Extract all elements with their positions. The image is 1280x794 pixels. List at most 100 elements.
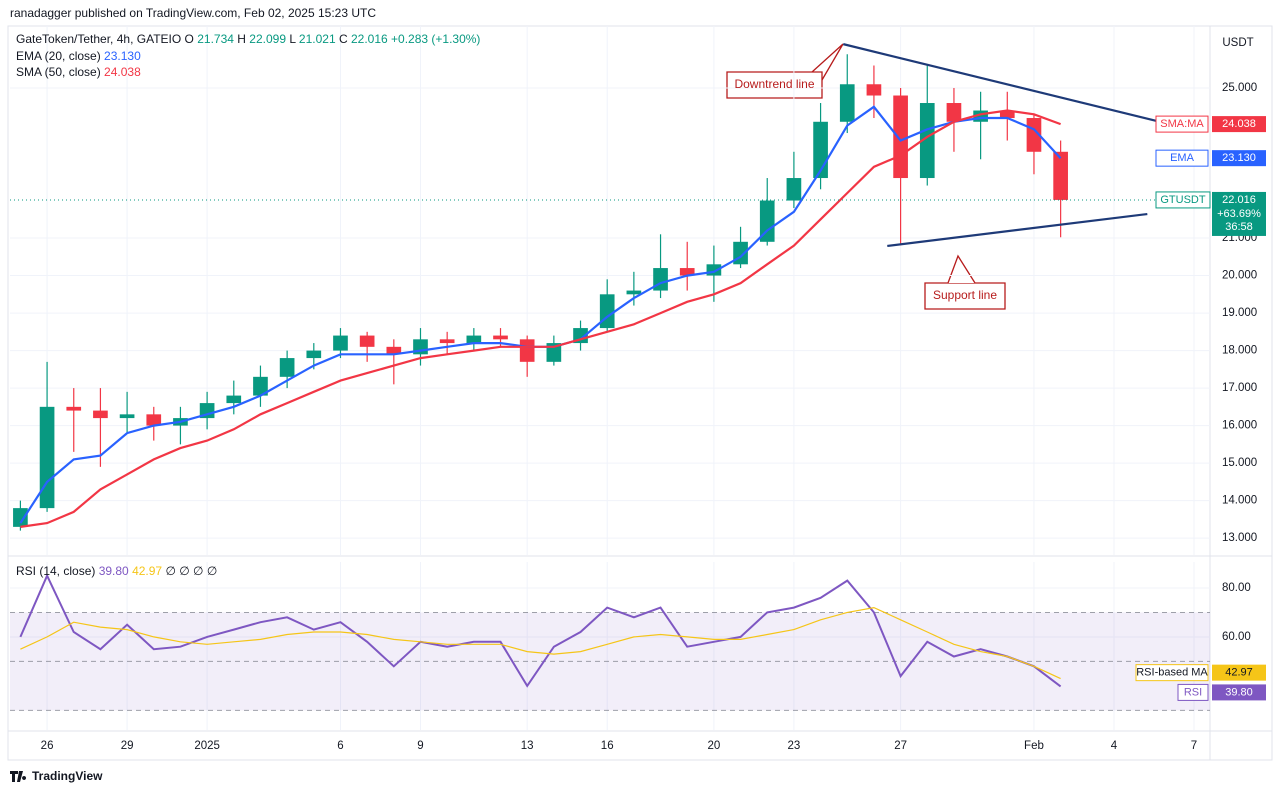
legend-line: SMA (50, close) 24.038: [16, 65, 141, 79]
price-tag-bg: [1212, 191, 1266, 236]
candle-body: [973, 110, 988, 122]
ohlc-value: 21.021: [299, 32, 336, 46]
price-tag-value: 22.016: [1222, 194, 1256, 206]
candle-body: [679, 268, 695, 276]
symbol-title: GateToken/Tether, 4h, GATEIO: [16, 32, 181, 46]
brand-name: TradingView: [32, 769, 103, 783]
callout-box: [924, 282, 1006, 310]
candle-body: [119, 414, 135, 419]
y-tick-label: 20.000: [1222, 270, 1257, 282]
axis-tag-value-bg: [1212, 150, 1266, 167]
axis-tag-value-bg: [1212, 664, 1266, 681]
x-tick-label: 6: [337, 740, 343, 752]
price-tag-change: +63.69%: [1217, 208, 1261, 220]
candle-body: [279, 358, 295, 377]
axis-tag-name-bg: [1155, 115, 1209, 133]
candle-body: [706, 264, 722, 276]
callout-text: Support line: [933, 288, 997, 302]
candle-body: [1053, 151, 1068, 200]
candle-body: [919, 103, 935, 179]
candle-body: [226, 395, 242, 404]
y-tick-label: 60.00: [1222, 631, 1251, 643]
candle-body: [599, 294, 615, 329]
candle-body: [333, 335, 348, 351]
axis-tag-name: SMA:MA: [1160, 118, 1204, 130]
indicator-value: 39.80: [99, 564, 129, 578]
moving-average-line: [20, 109, 1061, 528]
candle-body: [466, 335, 482, 344]
candle-body: [893, 95, 908, 179]
candle-body: [93, 410, 108, 419]
brand-logo: [10, 771, 27, 782]
y-tick-label: 25.000: [1222, 82, 1257, 94]
axis-tag-value: 42.97: [1225, 667, 1253, 679]
callout-pointer: [811, 43, 844, 81]
published-note: ranadagger published on TradingView.com,…: [10, 6, 376, 20]
callouts: [726, 43, 1006, 310]
x-tick-label: 26: [41, 740, 54, 752]
indicator-line: [20, 606, 1061, 680]
ohlc-value: 22.016: [351, 32, 388, 46]
legend-line: GateToken/Tether, 4h, GATEIO O 21.734 H …: [16, 32, 480, 46]
axis-tag-name: RSI-based MA: [1136, 667, 1208, 679]
axis-tag-value: 23.130: [1222, 152, 1256, 164]
axis-tag-name-bg: [1155, 149, 1209, 167]
candle-body: [839, 84, 855, 122]
marks: [13, 54, 1068, 688]
candle-body: [66, 406, 82, 411]
ohlc-key: H: [237, 32, 246, 46]
indicator-extras: ∅ ∅ ∅ ∅: [165, 564, 217, 578]
axis-tag-value: 24.038: [1222, 118, 1256, 130]
candle-body: [999, 110, 1015, 119]
candle-body: [946, 103, 962, 122]
x-tick-label: 13: [521, 740, 534, 752]
trend-line: [887, 212, 1148, 248]
candle-body: [359, 335, 375, 347]
candle-body: [39, 406, 55, 509]
x-tick-label: 9: [417, 740, 423, 752]
axis-tag-value-bg: [1212, 116, 1266, 133]
indicator-name: EMA (20, close): [16, 49, 101, 63]
y-tick-label: 19.000: [1222, 307, 1257, 319]
x-tick-label: 20: [707, 740, 720, 752]
x-tick-label: 27: [894, 740, 907, 752]
callout-box: [726, 71, 823, 99]
grid: [10, 26, 1210, 730]
frame: [7, 25, 1273, 761]
x-tick-label: 16: [601, 740, 614, 752]
overlays: [842, 43, 1165, 248]
candle-body: [386, 346, 402, 355]
candle-body: [786, 178, 802, 201]
candle-body: [253, 376, 268, 396]
y-tick-label: 15.000: [1222, 457, 1257, 469]
y-tick-label: 80.00: [1222, 582, 1251, 594]
indicator-value: 24.038: [104, 65, 141, 79]
legend-line: EMA (20, close) 23.130: [16, 49, 141, 63]
price-change: +0.283 (+1.30%): [391, 32, 480, 46]
x-tick-label: 29: [121, 740, 134, 752]
y-tick-label: 18.000: [1222, 345, 1257, 357]
candle-body: [1026, 118, 1042, 152]
axis-tag-name: EMA: [1170, 152, 1195, 164]
trend-line: [842, 43, 1165, 124]
candle-body: [306, 350, 322, 359]
brand: TradingView: [10, 769, 103, 783]
x-tick-label: 4: [1111, 740, 1118, 752]
ohlc-key: C: [339, 32, 348, 46]
axis-tag-value: 39.80: [1225, 686, 1253, 698]
axis-tag-name-bg: [1135, 664, 1209, 682]
candle-body: [439, 339, 455, 344]
axis-tag-name: GTUSDT: [1160, 194, 1206, 206]
indicator-line: [19, 573, 1062, 688]
callout-text: Downtrend line: [734, 77, 814, 91]
candle-body: [146, 414, 162, 426]
candle-body: [13, 508, 28, 527]
candle-body: [493, 335, 508, 340]
candle-body: [759, 200, 775, 242]
x-tick-label: 7: [1191, 740, 1197, 752]
y-tick-label: 16.000: [1222, 420, 1257, 432]
axis-tag-name-bg: [1155, 191, 1211, 209]
ohlc-key: O: [185, 32, 194, 46]
ohlc-key: L: [289, 32, 296, 46]
